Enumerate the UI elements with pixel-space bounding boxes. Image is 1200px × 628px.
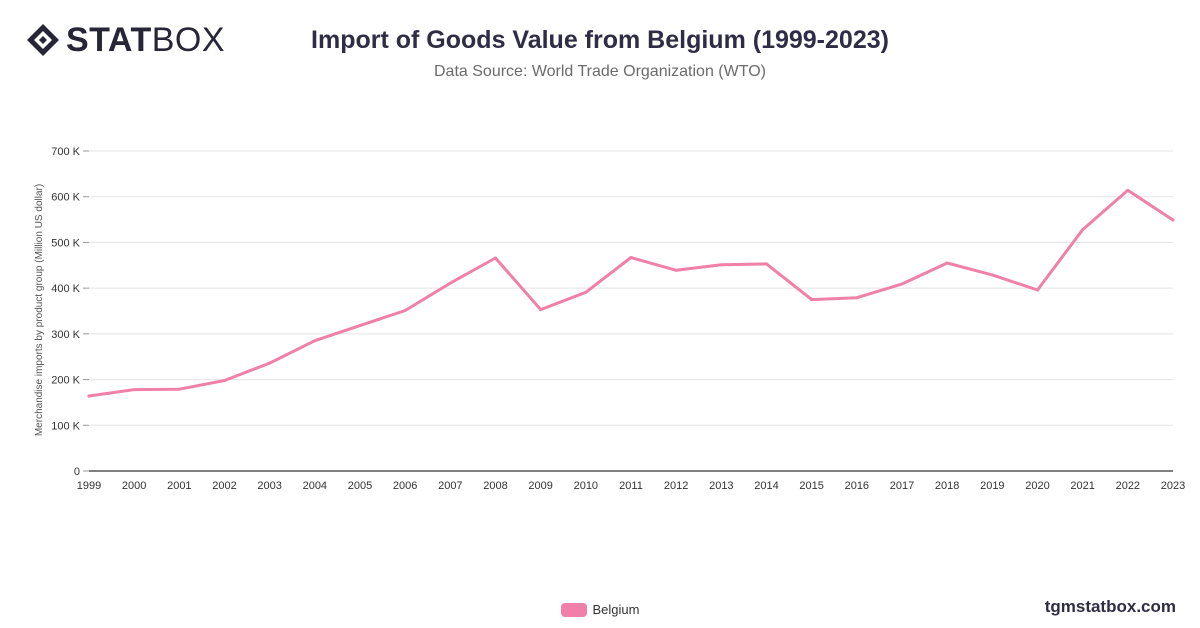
gridlines	[83, 150, 1173, 472]
legend-swatch-belgium	[560, 602, 587, 617]
y-tick-label: 400 K	[51, 283, 80, 295]
x-tick-label: 2001	[167, 480, 191, 492]
y-tick-label: 600 K	[51, 192, 80, 204]
x-tick-label: 2019	[980, 480, 1004, 492]
x-tick-label: 2002	[212, 480, 236, 492]
y-tick-label: 100 K	[51, 420, 80, 432]
data-point	[1036, 288, 1039, 292]
footer-site: tgmstatbox.com	[1044, 597, 1176, 616]
logo-text: STATBOX	[66, 22, 225, 58]
x-tick-label: 2018	[935, 480, 959, 492]
legend[interactable]: Belgium	[0, 602, 1200, 617]
x-tick-label: 1999	[77, 480, 101, 492]
data-point	[448, 281, 452, 285]
data-point	[810, 298, 814, 302]
data-point	[223, 378, 226, 382]
series-layer	[87, 188, 1175, 398]
data-point	[268, 361, 272, 365]
series-line-belgium	[87, 188, 1175, 398]
data-point	[584, 290, 588, 294]
chart-subtitle: Data Source: World Trade Organization (W…	[434, 63, 766, 80]
x-tick-label: 2008	[483, 480, 507, 492]
statbox-logo: STATBOX	[26, 22, 225, 58]
x-tick-label: 2003	[257, 480, 281, 492]
y-tick-label: 700 K	[51, 146, 80, 158]
y-tick-label: 0	[74, 466, 80, 478]
data-point	[494, 256, 497, 260]
data-point	[313, 339, 317, 343]
x-tick-label: 2012	[664, 480, 688, 492]
data-point	[945, 261, 949, 265]
chart-title: Import of Goods Value from Belgium (1999…	[311, 26, 889, 54]
x-tick-label: 2005	[348, 480, 372, 492]
data-point	[855, 296, 859, 300]
data-point	[674, 268, 678, 272]
data-point	[629, 256, 633, 260]
x-tick-label: 2000	[122, 480, 146, 492]
logo-text-light: BOX	[151, 21, 226, 59]
logo-text-bold: STAT	[66, 21, 152, 59]
data-point	[539, 308, 543, 312]
x-tick-label: 2009	[528, 480, 552, 492]
y-tick-label: 200 K	[51, 375, 80, 387]
x-tick-label: 2023	[1161, 480, 1185, 492]
x-tick-label: 2022	[1116, 480, 1140, 492]
data-point	[177, 387, 181, 391]
x-tick-label: 2016	[845, 480, 869, 492]
x-tick-label: 2015	[799, 480, 823, 492]
data-point	[719, 263, 723, 267]
y-axis-label: Merchandise imports by product group (Mi…	[34, 184, 45, 436]
data-point	[990, 273, 994, 277]
x-tick-label: 2017	[890, 480, 914, 492]
x-tick-label: 2006	[393, 480, 417, 492]
data-point	[900, 282, 904, 286]
data-point	[403, 309, 407, 313]
data-point	[132, 388, 136, 392]
x-tick-label: 2011	[619, 480, 643, 492]
axes: 0 100 K 200 K 300 K 400 K 500 K 600 K 700 K 1999…	[51, 146, 1185, 492]
data-point	[765, 262, 768, 266]
x-tick-label: 2004	[303, 480, 327, 492]
x-tick-label: 2014	[754, 480, 778, 492]
y-tick-label: 300 K	[51, 329, 80, 341]
x-tick-label: 2020	[1025, 480, 1049, 492]
data-point	[87, 394, 91, 398]
legend-label-belgium: Belgium	[592, 602, 640, 617]
x-tick-label: 2010	[574, 480, 598, 492]
statbox-diamond-icon	[27, 24, 59, 56]
data-point	[1171, 218, 1175, 222]
data-point	[1126, 188, 1130, 192]
x-tick-label: 2007	[438, 480, 462, 492]
x-tick-label: 2021	[1070, 480, 1094, 492]
data-point	[1081, 228, 1085, 232]
data-point	[358, 324, 362, 328]
y-tick-label: 500 K	[51, 237, 80, 249]
x-tick-label: 2013	[709, 480, 733, 492]
